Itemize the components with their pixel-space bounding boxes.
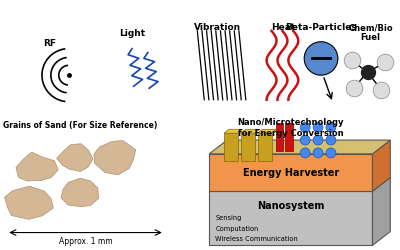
Circle shape (300, 122, 310, 132)
Polygon shape (276, 123, 284, 151)
Polygon shape (224, 133, 238, 161)
Text: Computation: Computation (215, 226, 258, 232)
Polygon shape (209, 140, 390, 154)
Polygon shape (61, 178, 99, 206)
Polygon shape (372, 178, 390, 245)
Polygon shape (258, 129, 276, 133)
Text: RF: RF (43, 39, 56, 48)
Polygon shape (372, 140, 390, 191)
Polygon shape (94, 140, 136, 175)
Circle shape (326, 135, 336, 145)
Text: Nano/Microtechnology
for Energy Conversion: Nano/Microtechnology for Energy Conversi… (238, 118, 344, 138)
Polygon shape (4, 186, 53, 219)
Text: Wireless Communication: Wireless Communication (215, 236, 298, 242)
Circle shape (300, 148, 310, 158)
Text: Light: Light (119, 29, 145, 38)
Text: Energy Harvester: Energy Harvester (243, 168, 339, 177)
Text: Beta-Particles: Beta-Particles (285, 23, 357, 32)
Polygon shape (286, 123, 293, 151)
Text: Nanosystem: Nanosystem (257, 201, 324, 211)
Polygon shape (258, 133, 272, 161)
Circle shape (300, 135, 310, 145)
Text: Heat: Heat (271, 23, 296, 32)
Text: Approx. 1 mm: Approx. 1 mm (59, 238, 112, 246)
Circle shape (304, 42, 338, 75)
Polygon shape (57, 144, 93, 172)
Text: Sensing: Sensing (215, 215, 242, 221)
Polygon shape (224, 129, 243, 133)
Polygon shape (241, 133, 255, 161)
Circle shape (313, 135, 323, 145)
Polygon shape (209, 191, 372, 245)
Text: Vibration: Vibration (194, 23, 241, 32)
Text: Chem/Bio: Chem/Bio (348, 23, 393, 32)
Text: Fuel: Fuel (360, 33, 380, 42)
Text: Grains of Sand (For Size Reference): Grains of Sand (For Size Reference) (3, 122, 158, 130)
Circle shape (313, 148, 323, 158)
Circle shape (326, 122, 336, 132)
Circle shape (313, 122, 323, 132)
Polygon shape (16, 152, 58, 181)
Polygon shape (209, 154, 372, 191)
Circle shape (326, 148, 336, 158)
Polygon shape (241, 129, 260, 133)
